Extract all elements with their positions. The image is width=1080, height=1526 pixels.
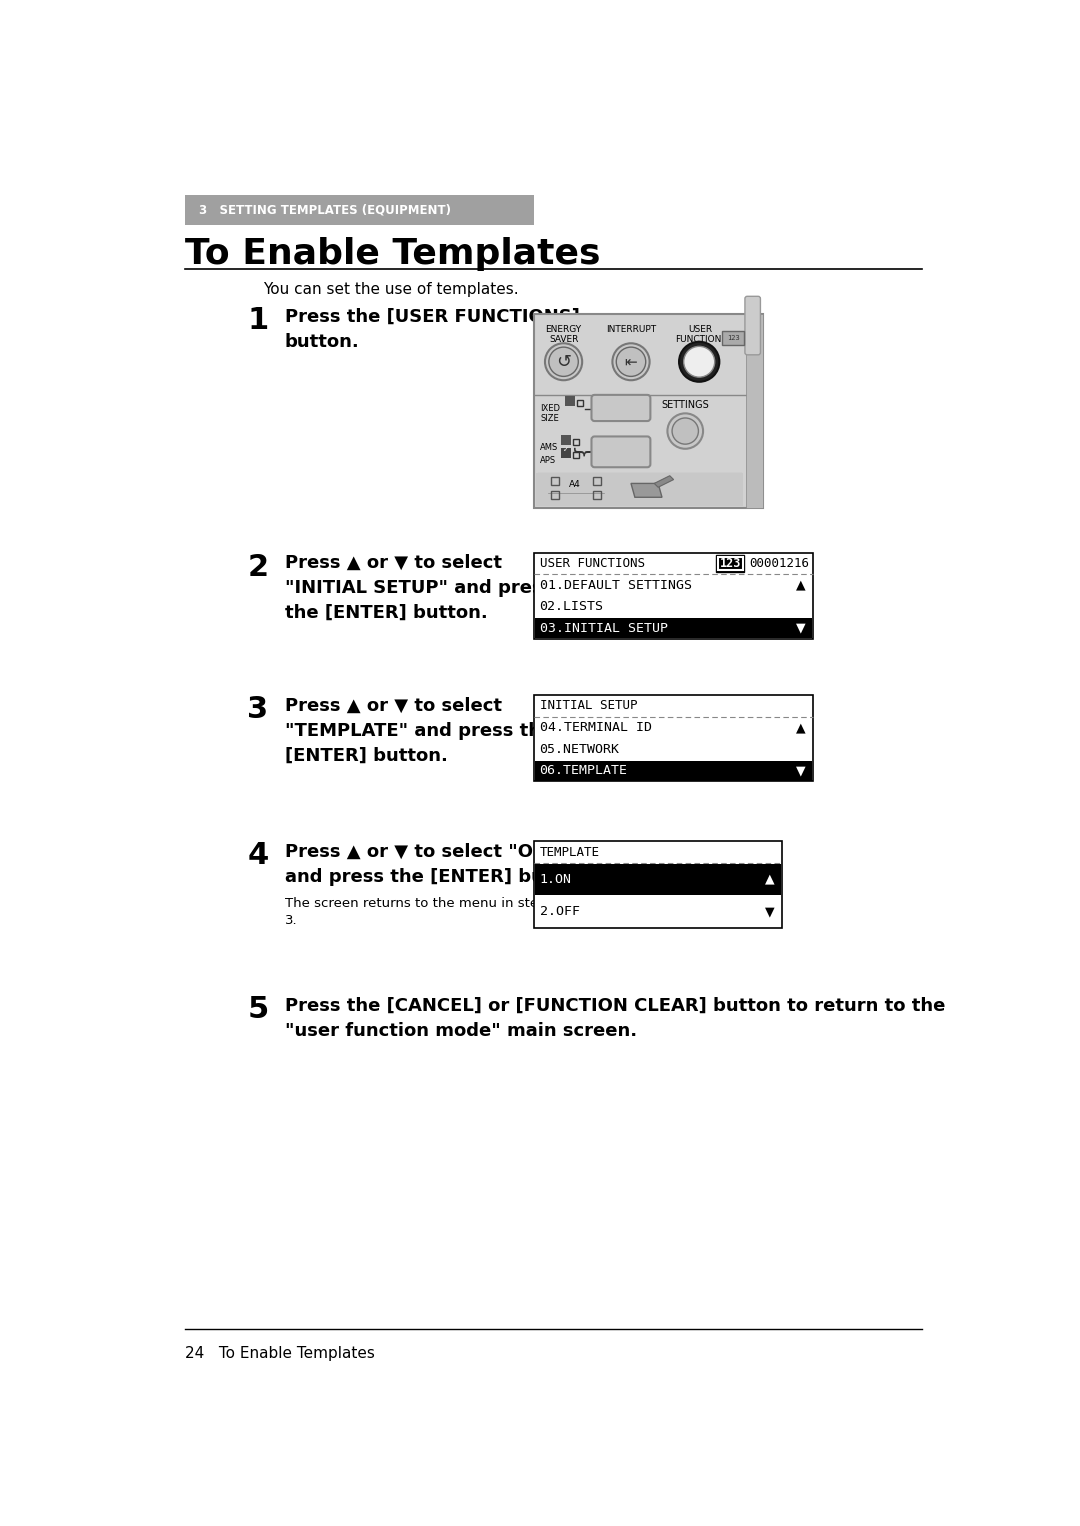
Circle shape (679, 342, 719, 382)
Text: 2.OFF: 2.OFF (540, 905, 580, 919)
Bar (535, 841, 782, 928)
Text: ENERGY
SAVER: ENERGY SAVER (545, 325, 582, 343)
Bar (723, 331, 744, 345)
Circle shape (684, 346, 715, 377)
Text: 4: 4 (247, 841, 269, 870)
Bar (562, 435, 571, 446)
Text: 24   To Enable Templates: 24 To Enable Templates (186, 1346, 375, 1361)
Text: 01.DEFAULT SETTINGS: 01.DEFAULT SETTINGS (540, 578, 691, 592)
Polygon shape (631, 484, 662, 497)
Text: ↺: ↺ (556, 353, 571, 371)
Text: ▼: ▼ (765, 905, 774, 919)
Text: 2: 2 (247, 552, 269, 581)
Text: ▲: ▲ (796, 720, 806, 734)
Bar (535, 696, 813, 781)
Bar (593, 478, 600, 485)
Bar (535, 618, 812, 638)
Text: ▼: ▼ (796, 621, 806, 635)
Text: ✓: ✓ (563, 447, 569, 453)
Bar (572, 439, 579, 446)
Circle shape (617, 346, 646, 377)
Text: The screen returns to the menu in step
3.: The screen returns to the menu in step 3… (284, 897, 546, 926)
Bar (716, 555, 744, 572)
Circle shape (672, 418, 699, 444)
Text: USER
FUNCTIONS: USER FUNCTIONS (675, 325, 727, 343)
Bar (535, 864, 781, 894)
Text: 3   SETTING TEMPLATES (EQUIPMENT): 3 SETTING TEMPLATES (EQUIPMENT) (199, 203, 450, 217)
Text: }: } (570, 446, 591, 461)
Text: A4: A4 (569, 481, 581, 490)
Text: You can set the use of templates.: You can set the use of templates. (262, 282, 518, 296)
Text: TEMPLATE: TEMPLATE (540, 845, 599, 859)
Text: Press the [CANCEL] or [FUNCTION CLEAR] button to return to the
"user function mo: Press the [CANCEL] or [FUNCTION CLEAR] b… (284, 996, 945, 1041)
Text: 3: 3 (247, 696, 269, 725)
Text: ⇤: ⇤ (624, 354, 637, 369)
Text: 123: 123 (727, 334, 740, 340)
Bar (186, 195, 535, 226)
Bar (572, 452, 579, 458)
Text: 5: 5 (247, 995, 269, 1024)
FancyBboxPatch shape (592, 436, 650, 467)
Text: ▲: ▲ (765, 873, 774, 885)
Circle shape (667, 414, 703, 449)
Bar (562, 449, 571, 458)
Bar (565, 397, 576, 406)
Bar (718, 557, 743, 571)
Bar (577, 400, 583, 406)
Bar (535, 314, 762, 508)
Text: ▼: ▼ (796, 765, 806, 777)
Polygon shape (654, 476, 674, 487)
Bar (537, 473, 743, 505)
Bar (551, 478, 559, 485)
Text: AMS: AMS (540, 444, 558, 452)
Text: 06.TEMPLATE: 06.TEMPLATE (540, 765, 627, 777)
Text: 123: 123 (719, 557, 741, 571)
Text: APS: APS (540, 456, 556, 465)
Bar (551, 491, 559, 499)
Text: IXED
SIZE: IXED SIZE (540, 404, 561, 423)
Bar (593, 491, 600, 499)
Text: 1: 1 (247, 307, 269, 336)
Text: INITIAL SETUP: INITIAL SETUP (540, 699, 637, 713)
Text: Press ▲ or ▼ to select
"INITIAL SETUP" and press
the [ENTER] button.: Press ▲ or ▼ to select "INITIAL SETUP" a… (284, 554, 553, 623)
Text: USER FUNCTIONS: USER FUNCTIONS (540, 557, 645, 571)
Text: SETTINGS: SETTINGS (661, 400, 710, 410)
Text: ▲: ▲ (796, 578, 806, 592)
Text: Press the [USER FUNCTIONS]
button.: Press the [USER FUNCTIONS] button. (284, 308, 580, 351)
Text: Press ▲ or ▼ to select "ON"
and press the [ENTER] button.: Press ▲ or ▼ to select "ON" and press th… (284, 842, 593, 887)
Text: 05.NETWORK: 05.NETWORK (540, 743, 620, 755)
Text: 1.ON: 1.ON (540, 873, 571, 885)
Bar (535, 760, 812, 781)
Text: 03.INITIAL SETUP: 03.INITIAL SETUP (540, 621, 667, 635)
Text: 04.TERMINAL ID: 04.TERMINAL ID (540, 720, 651, 734)
Text: 00001216: 00001216 (748, 557, 809, 571)
Circle shape (549, 346, 578, 377)
Circle shape (612, 343, 649, 380)
Bar (535, 552, 813, 639)
Text: To Enable Templates: To Enable Templates (186, 237, 600, 272)
Circle shape (545, 343, 582, 380)
Text: 02.LISTS: 02.LISTS (540, 600, 604, 613)
Text: INTERRUPT: INTERRUPT (606, 325, 656, 334)
Bar (745, 314, 762, 508)
FancyBboxPatch shape (592, 395, 650, 421)
FancyBboxPatch shape (745, 296, 760, 356)
Text: Press ▲ or ▼ to select
"TEMPLATE" and press the
[ENTER] button.: Press ▲ or ▼ to select "TEMPLATE" and pr… (284, 697, 553, 765)
